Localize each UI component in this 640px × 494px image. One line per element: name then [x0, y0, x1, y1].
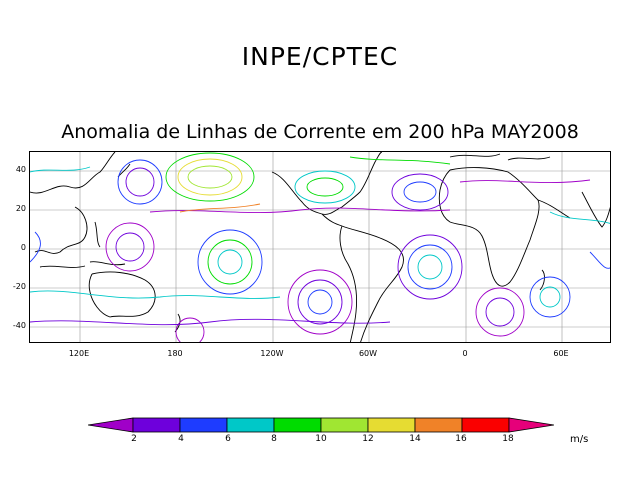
- colorbar-label-14: 14: [409, 434, 421, 444]
- coastlines: [30, 152, 610, 342]
- graticule: [30, 152, 610, 342]
- lon-label-120w: 120W: [260, 349, 284, 358]
- lat-label-20n: 20: [15, 204, 26, 213]
- colorbar-swatch: [320, 417, 369, 433]
- organization-title: INPE/CPTEC: [241, 42, 399, 71]
- colorbar-swatch: [132, 417, 181, 433]
- lon-label-180: 180: [167, 349, 183, 358]
- lon-label-120e: 120E: [68, 349, 90, 358]
- colorbar-swatch: [226, 417, 275, 433]
- colorbar-label-16: 16: [455, 434, 467, 444]
- colorbar-label-4: 4: [178, 434, 184, 444]
- colorbar-swatch: [508, 417, 554, 433]
- lon-label-0: 0: [462, 349, 468, 358]
- map-canvas: [30, 152, 610, 342]
- colorbar-swatch: [88, 417, 134, 433]
- colorbar-swatch: [367, 417, 416, 433]
- lat-label-20s: -20: [12, 282, 26, 291]
- streamline-map: [29, 151, 611, 343]
- colorbar-swatch: [179, 417, 228, 433]
- colorbar: [88, 417, 554, 433]
- colorbar-swatch: [414, 417, 463, 433]
- map-title: Anomalia de Linhas de Corrente em 200 hP…: [61, 121, 579, 143]
- colorbar-label-2: 2: [131, 434, 137, 444]
- colorbar-swatch: [461, 417, 510, 433]
- lat-label-40s: -40: [12, 321, 26, 330]
- lon-label-60w: 60W: [358, 349, 378, 358]
- colorbar-swatch: [273, 417, 322, 433]
- lon-label-60e: 60E: [553, 349, 569, 358]
- lat-label-equator: 0: [20, 243, 26, 252]
- colorbar-label-18: 18: [502, 434, 514, 444]
- colorbar-label-10: 10: [315, 434, 327, 444]
- streamlines: [30, 152, 610, 342]
- lat-label-40n: 40: [15, 165, 26, 174]
- colorbar-label-6: 6: [225, 434, 231, 444]
- colorbar-label-12: 12: [362, 434, 374, 444]
- colorbar-units: m/s: [570, 434, 589, 445]
- colorbar-label-8: 8: [271, 434, 277, 444]
